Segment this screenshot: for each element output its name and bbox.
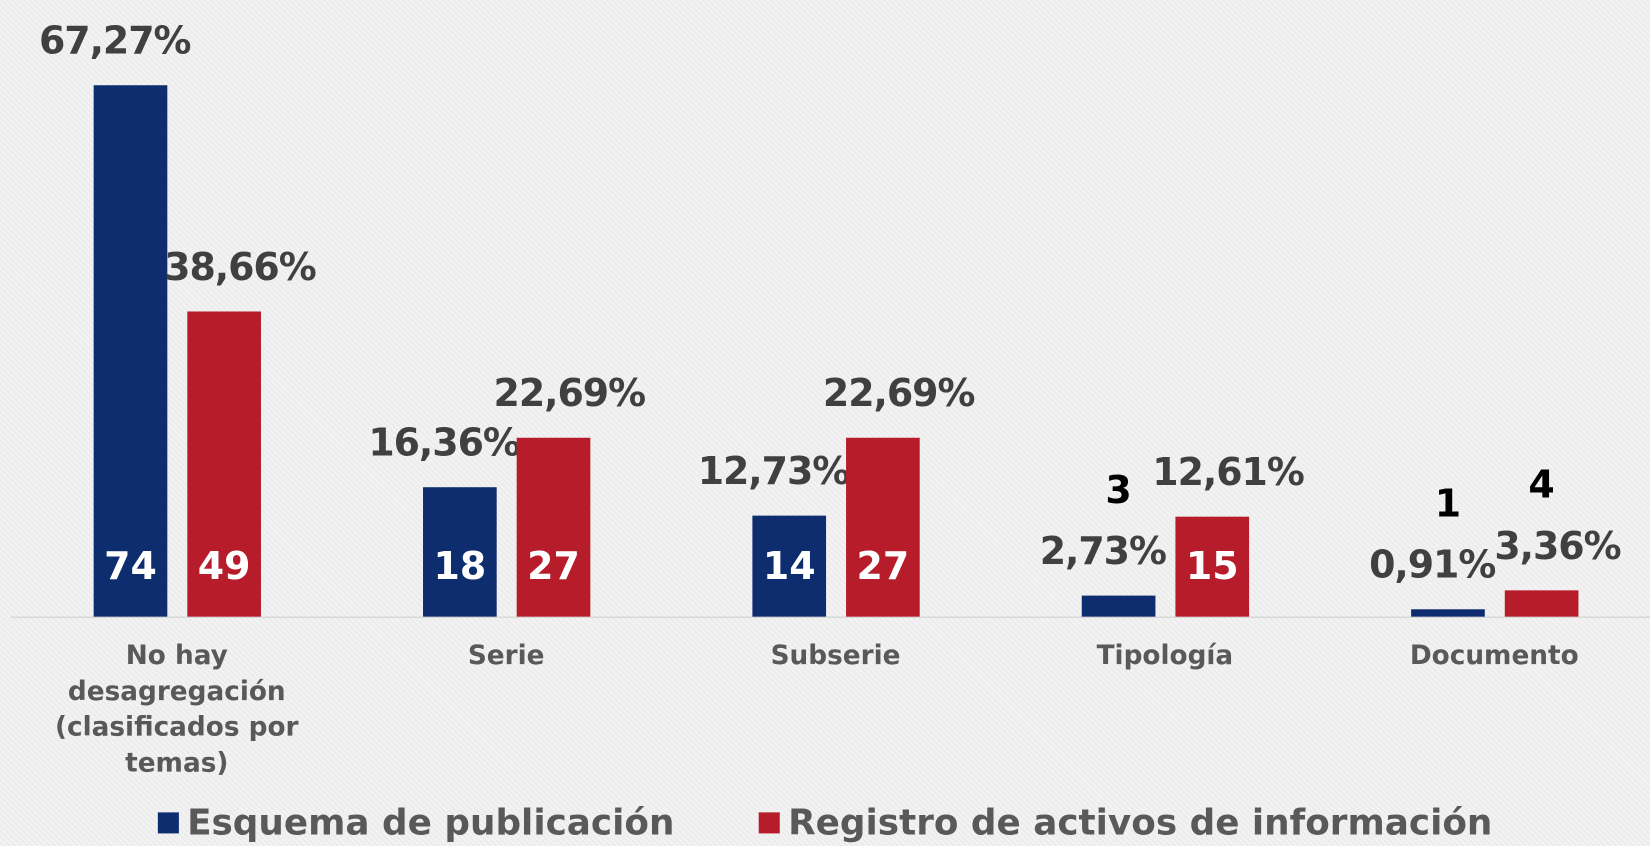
legend-item: Registro de activos de información [758,801,1493,844]
count-label: 15 [1185,545,1239,589]
bar [1504,590,1579,617]
value-label: 67,27% [38,19,192,64]
value-label: 12,73% [697,450,851,494]
value-label: 22,69% [493,372,647,416]
value-label: 3,36% [1494,524,1621,568]
count-label: 74 [104,545,157,589]
bar [423,487,497,617]
category-label: Serie [467,639,545,671]
value-label: 0,91% [1369,544,1496,588]
count-label: 49 [197,545,251,589]
category-label: Tipología [1096,639,1234,671]
count-label: 27 [856,545,910,589]
bar [1081,595,1156,617]
count-label: 4 [1528,463,1555,507]
bar [187,311,261,617]
legend: Esquema de publicación Registro de activo… [0,802,1650,844]
value-label: 22,69% [822,372,976,416]
bar [846,437,920,617]
category-label: Documento [1409,639,1579,671]
baseline [10,616,1650,618]
bar [516,437,591,617]
count-label: 14 [762,545,816,589]
category-label: No hay desagregación (clasificados por t… [55,639,299,778]
bar [752,516,827,617]
count-label: 18 [433,545,487,589]
count-label: 3 [1105,468,1132,512]
count-label: 1 [1434,483,1462,527]
bar [1175,517,1250,617]
count-label: 27 [527,545,580,589]
legend-label: Esquema de publicación [187,801,675,844]
legend-swatch [758,812,780,834]
bar [93,85,168,617]
value-label: 38,66% [164,245,317,290]
legend-swatch [157,812,179,834]
value-label: 16,36% [368,422,521,466]
legend-item: Esquema de publicación [157,801,675,844]
value-label: 12,61% [1152,451,1305,495]
value-label: 2,73% [1039,529,1167,573]
legend-label: Registro de activos de información [788,801,1493,844]
bar [1411,609,1485,617]
category-label: Subserie [770,639,901,671]
